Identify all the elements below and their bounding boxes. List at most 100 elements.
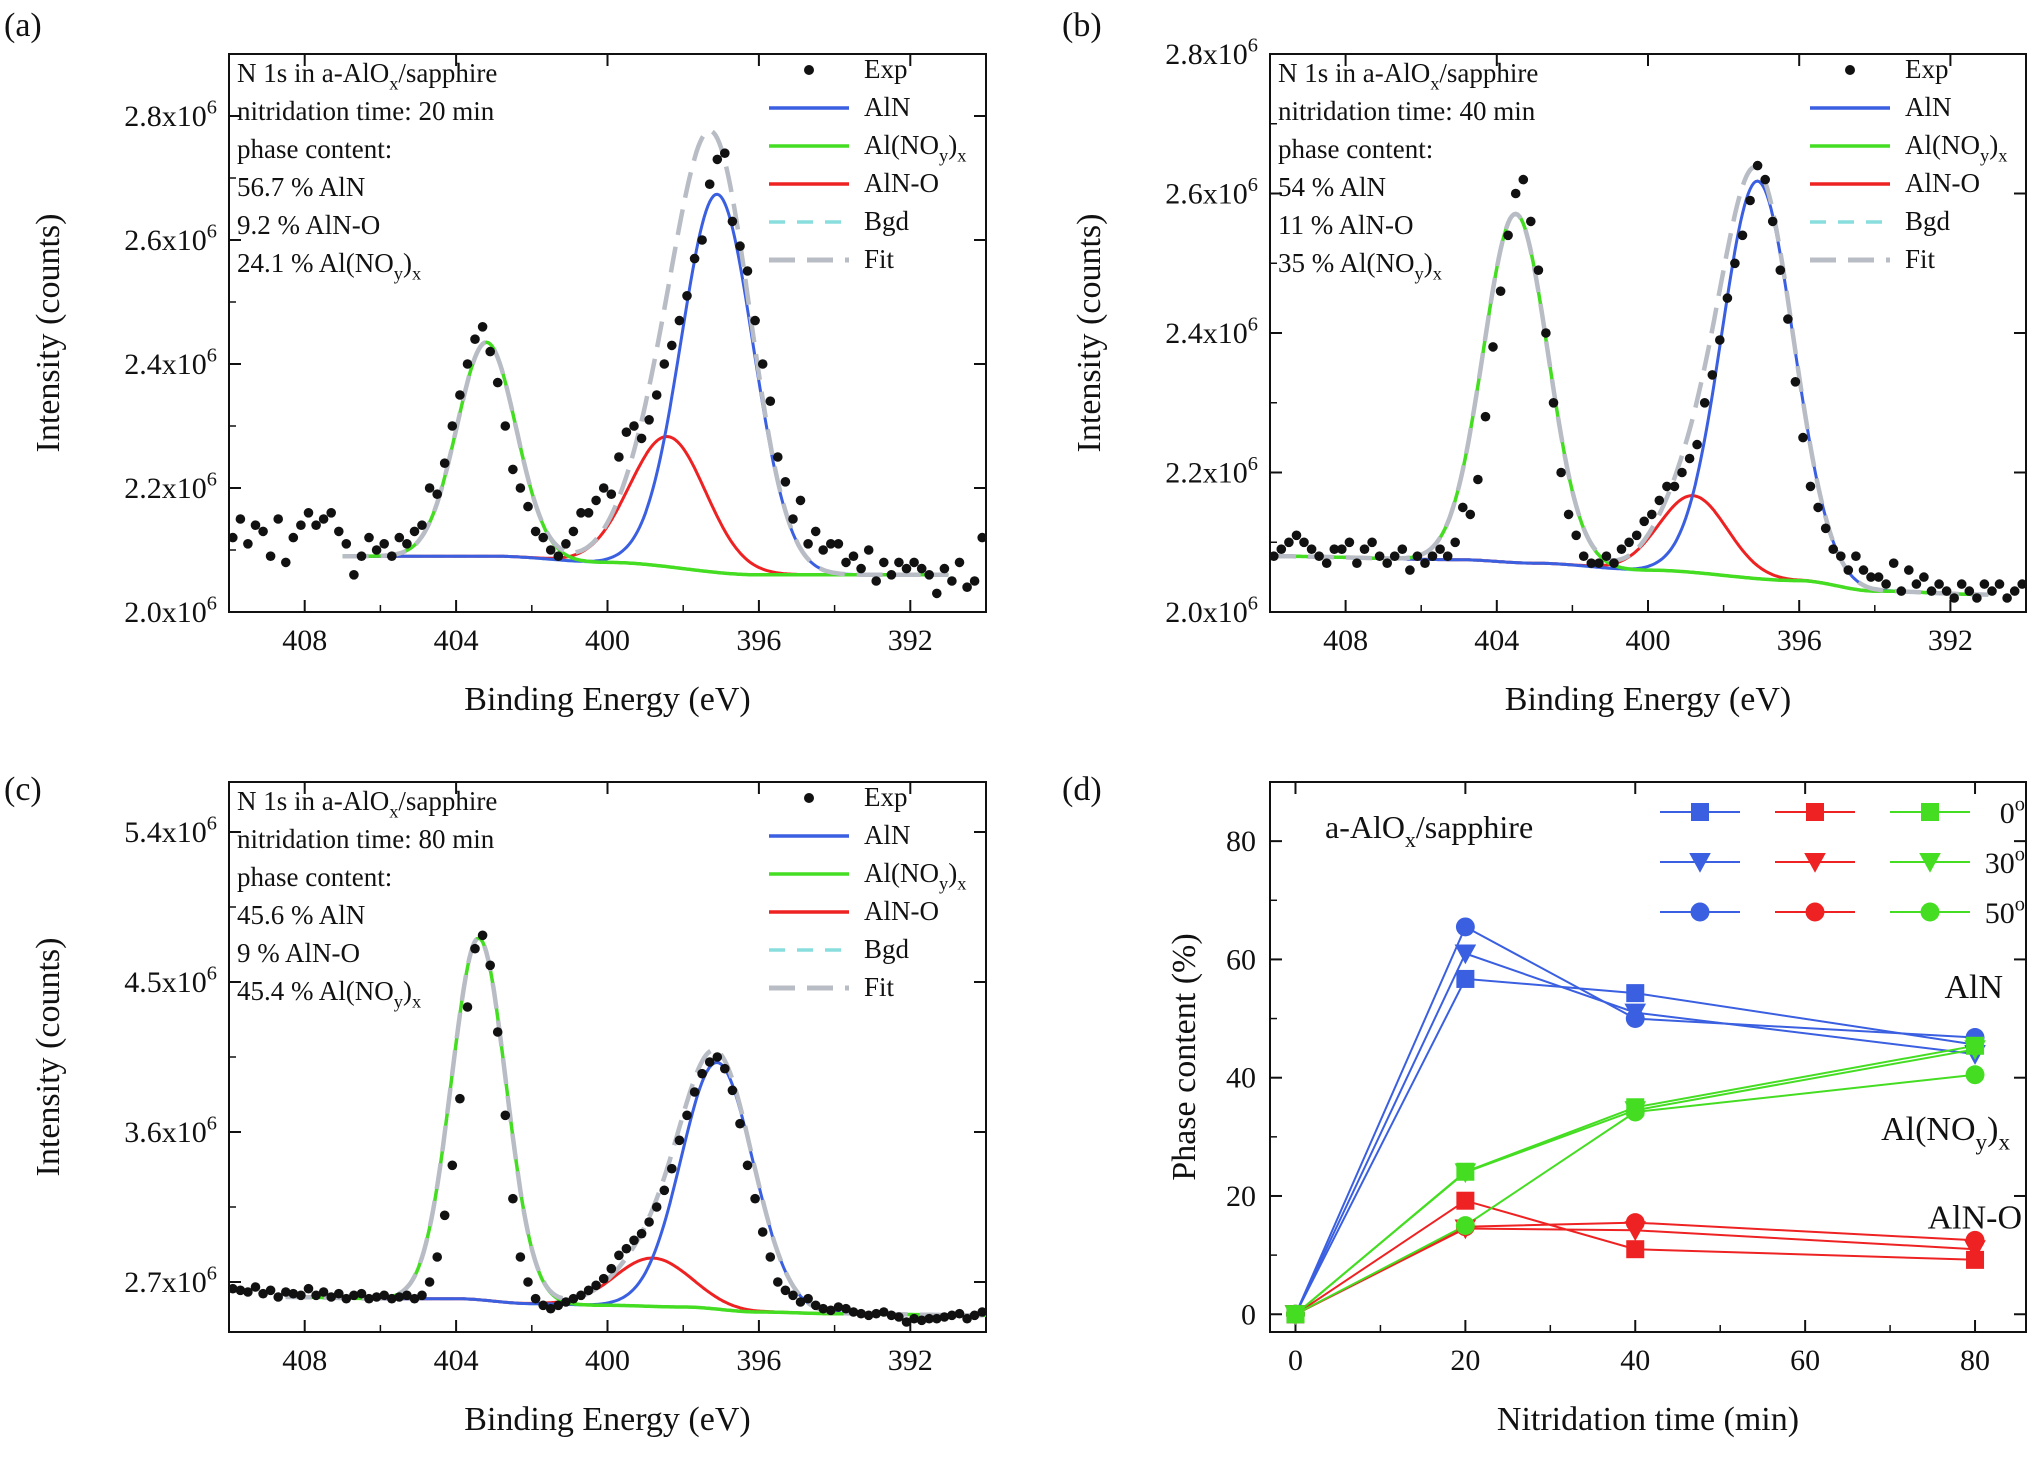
exp-point (492, 377, 503, 388)
label-nox-part: Al(NO (1881, 1111, 1975, 1148)
legend-angle-label-part: 50 (1985, 897, 2015, 930)
legend-marker (1806, 803, 1824, 821)
legend-aln-label: AlN (864, 92, 911, 122)
x-tick-label: 396 (736, 624, 781, 657)
exp-point (712, 154, 723, 165)
exp-point (462, 1002, 473, 1012)
exp-point (387, 1293, 397, 1304)
exp-point (1488, 342, 1498, 352)
exp-point (455, 390, 465, 400)
exp-point (470, 334, 480, 345)
series-marker (1456, 969, 1475, 988)
exp-point (341, 1293, 352, 1304)
aln-curve (285, 1060, 986, 1317)
exp-point (1707, 370, 1718, 380)
series-line (1294, 925, 1976, 1315)
exp-point (810, 526, 821, 537)
exp-point (273, 514, 284, 524)
exp-point (795, 495, 806, 506)
exp-point (281, 557, 291, 568)
exp-point (273, 1292, 284, 1302)
exp-point (387, 551, 397, 561)
exp-point (1609, 558, 1619, 568)
exp-point (1435, 544, 1445, 554)
legend-exp-label: Exp (1905, 54, 1949, 84)
series-marker (1625, 1009, 1645, 1029)
exp-point (879, 557, 889, 568)
y-tick-label: 2.0x106 (1165, 592, 1258, 629)
exp-point (788, 1290, 798, 1301)
legend-nox-label: Al(NOy)x (1905, 130, 2007, 166)
series-line (1294, 977, 1976, 1315)
y-tick-label: 2.8x106 (124, 96, 217, 133)
y-tick-label: 2.6x106 (1165, 174, 1258, 211)
legend-fit-label: Fit (864, 244, 895, 274)
exp-point (621, 427, 632, 438)
exp-point (1919, 572, 1929, 582)
exp-point (644, 1217, 654, 1227)
legend-angle-label-part: o (2015, 893, 2025, 915)
exp-point (508, 464, 518, 475)
info-aln: 54 % AlN (1278, 172, 1386, 202)
exp-point (424, 483, 435, 493)
exp-point (470, 943, 480, 954)
exp-point (1851, 551, 1861, 561)
x-tick-label: 392 (888, 1344, 933, 1377)
legend-marker (1920, 902, 1940, 922)
label-nox-part: y (1976, 1129, 1988, 1155)
exp-point (901, 563, 912, 574)
series-line (1294, 1048, 1976, 1316)
exp-point (1284, 537, 1294, 548)
exp-point (417, 520, 427, 530)
exp-point (863, 1310, 874, 1321)
exp-point (841, 1303, 851, 1314)
exp-point (545, 545, 556, 555)
exp-point (508, 1193, 518, 1204)
legend-alno-label: AlN-O (864, 896, 939, 926)
x-tick-label: 20 (1450, 1344, 1480, 1377)
exp-point (629, 1235, 639, 1246)
exp-point (243, 539, 253, 549)
exp-point (250, 1282, 261, 1292)
legend-marker (1691, 803, 1709, 821)
y-tick-label-part: 6 (207, 1262, 217, 1284)
exp-point (742, 1160, 753, 1171)
plot-area (229, 128, 986, 599)
exp-point (939, 563, 950, 574)
info-alno: 9.2 % AlN-O (237, 210, 380, 240)
exp-point (1586, 558, 1597, 568)
panel-c: (c)408 404 400 396 3922.7x1063.6x1064.5x1065… (4, 771, 987, 1438)
exp-point (894, 1312, 904, 1322)
exp-point (1291, 530, 1302, 541)
exp-point (621, 1243, 632, 1254)
exp-point (394, 532, 405, 543)
exp-point (1911, 579, 1922, 589)
exp-point (947, 1310, 957, 1321)
exp-point (1458, 502, 1468, 513)
exp-point (1624, 537, 1634, 548)
exp-point (311, 520, 321, 530)
exp-point (1828, 544, 1838, 554)
exp-point (1715, 335, 1725, 345)
exp-point (1662, 481, 1672, 492)
exp-point (1337, 544, 1347, 554)
exp-point (2002, 593, 2012, 603)
exp-point (379, 1290, 390, 1301)
exp-point (742, 266, 753, 276)
exp-point (492, 1027, 503, 1037)
exp-point (773, 1277, 783, 1287)
legend-nox-label: Al(NOy)x (864, 130, 966, 166)
exp-point (863, 545, 874, 555)
y-tick-label-part: 6 (207, 344, 217, 366)
exp-point (545, 1303, 556, 1314)
info-title: N 1s in a-AlOx/sapphire (237, 58, 497, 94)
exp-point (402, 1290, 412, 1301)
exp-point (523, 501, 533, 512)
exp-point (773, 452, 783, 462)
legend-nox-label-part: y (1980, 146, 1990, 166)
info-time: nitridation time: 20 min (237, 96, 495, 126)
exp-point (651, 1202, 662, 1212)
y-tick-label: 2.8x106 (1165, 34, 1258, 71)
exp-point (356, 551, 367, 561)
exp-point (712, 1052, 723, 1062)
